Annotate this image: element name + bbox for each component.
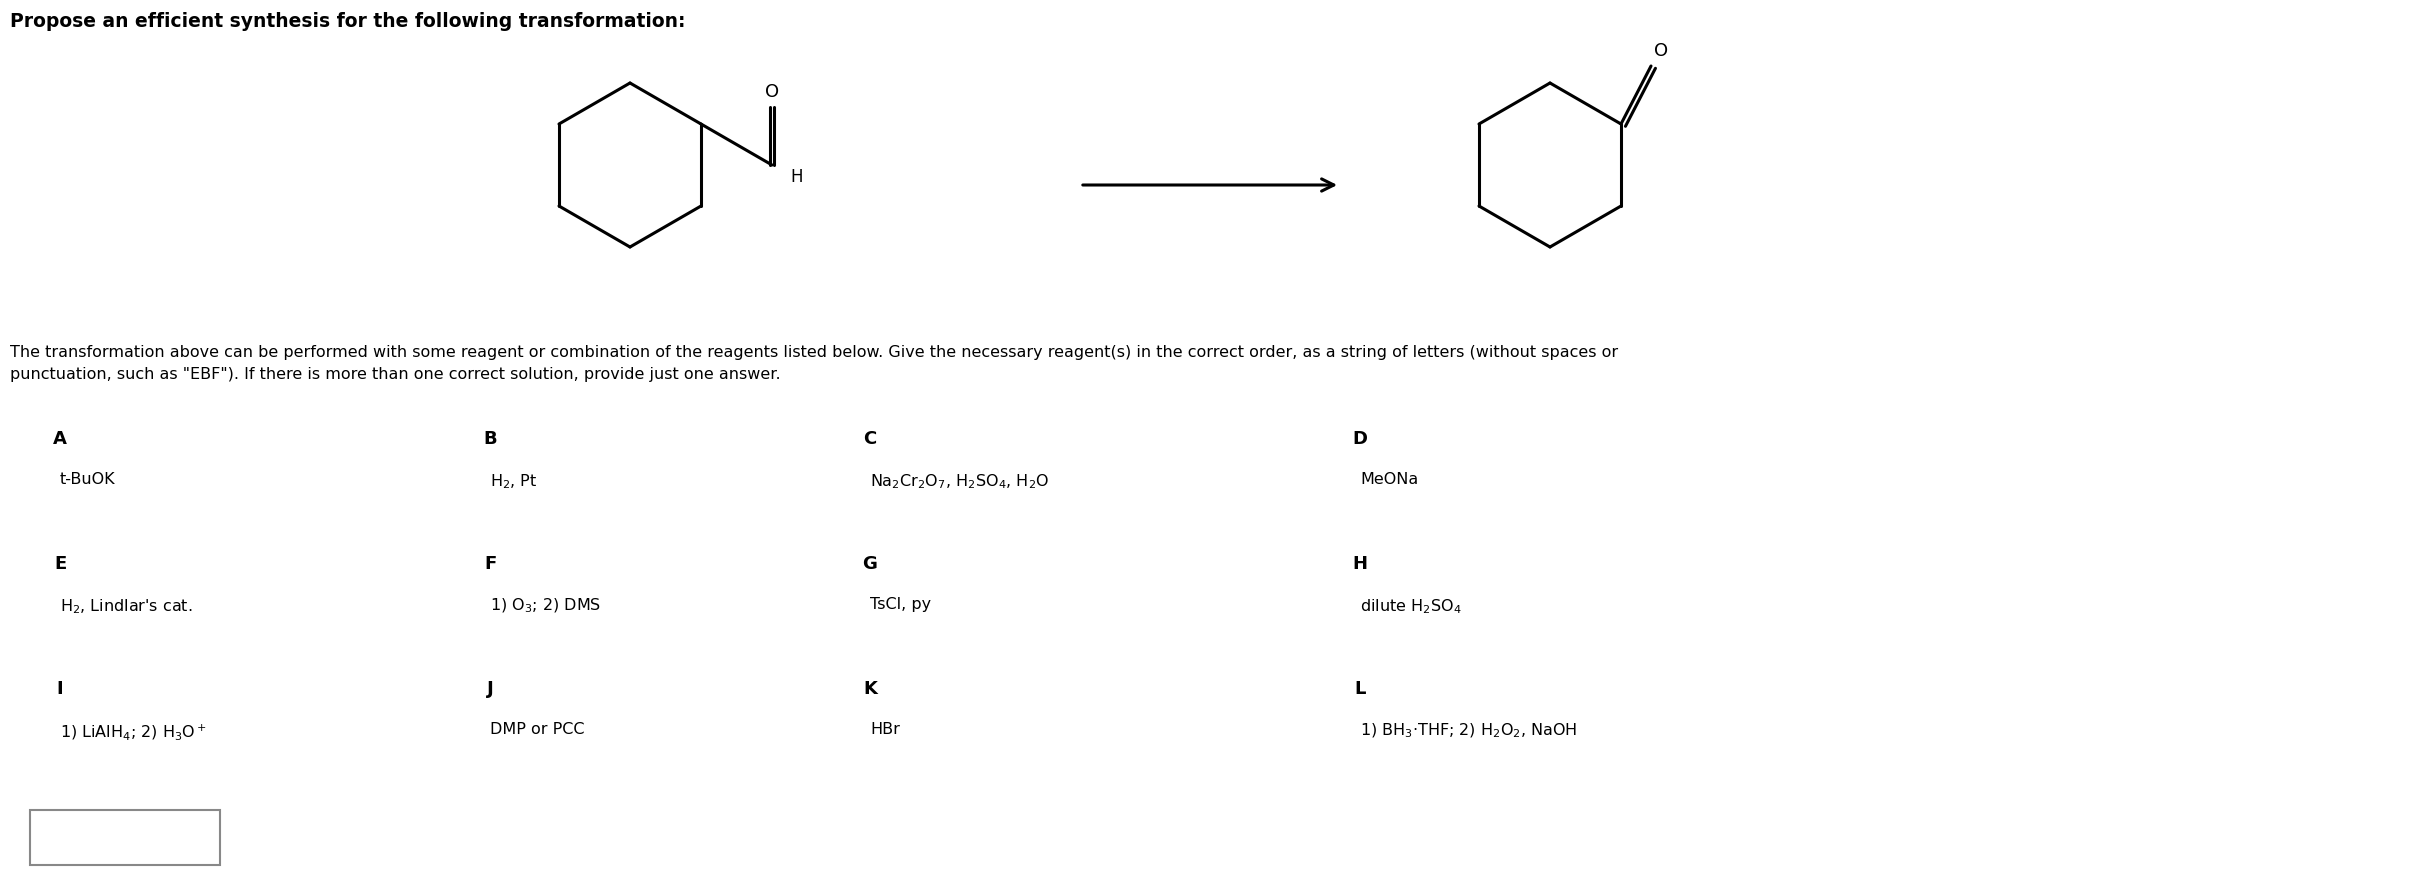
Text: G: G <box>863 555 878 573</box>
Text: 1) O$_3$; 2) DMS: 1) O$_3$; 2) DMS <box>489 597 601 615</box>
Text: L: L <box>1355 680 1367 698</box>
Text: I: I <box>56 680 63 698</box>
Text: 1) BH$_3$·THF; 2) H$_2$O$_2$, NaOH: 1) BH$_3$·THF; 2) H$_2$O$_2$, NaOH <box>1359 722 1578 741</box>
Text: HBr: HBr <box>871 722 900 737</box>
Text: Propose an efficient synthesis for the following transformation:: Propose an efficient synthesis for the f… <box>10 12 686 31</box>
Text: dilute H$_2$SO$_4$: dilute H$_2$SO$_4$ <box>1359 597 1462 615</box>
Text: H: H <box>790 168 803 186</box>
Text: Na$_2$Cr$_2$O$_7$, H$_2$SO$_4$, H$_2$O: Na$_2$Cr$_2$O$_7$, H$_2$SO$_4$, H$_2$O <box>871 472 1048 491</box>
Text: C: C <box>863 430 876 448</box>
Text: J: J <box>486 680 494 698</box>
Text: H$_2$, Pt: H$_2$, Pt <box>489 472 537 491</box>
Text: H: H <box>1352 555 1367 573</box>
Text: H$_2$, Lindlar's cat.: H$_2$, Lindlar's cat. <box>61 597 192 615</box>
Text: O: O <box>766 83 778 101</box>
Text: K: K <box>863 680 878 698</box>
Text: B: B <box>484 430 496 448</box>
Text: 1) LiAlH$_4$; 2) H$_3$O$^+$: 1) LiAlH$_4$; 2) H$_3$O$^+$ <box>61 722 207 741</box>
Text: D: D <box>1352 430 1367 448</box>
Text: O: O <box>1654 42 1668 60</box>
Text: A: A <box>54 430 68 448</box>
Text: DMP or PCC: DMP or PCC <box>489 722 584 737</box>
Text: F: F <box>484 555 496 573</box>
Bar <box>29 810 219 865</box>
Text: MeONa: MeONa <box>1359 472 1418 487</box>
Text: TsCl, py: TsCl, py <box>871 597 931 612</box>
Text: t-BuOK: t-BuOK <box>61 472 117 487</box>
Text: E: E <box>54 555 66 573</box>
Text: The transformation above can be performed with some reagent or combination of th: The transformation above can be performe… <box>10 345 1617 382</box>
